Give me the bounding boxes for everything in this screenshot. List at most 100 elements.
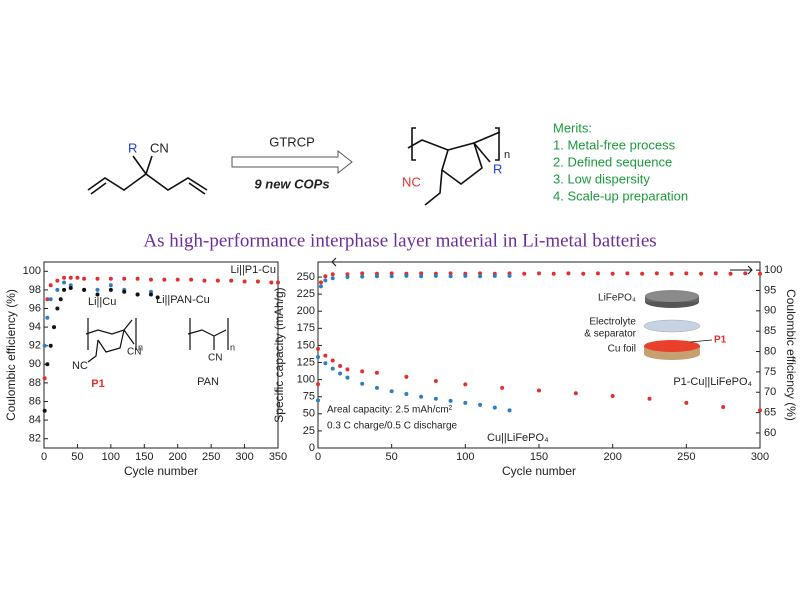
y-tick-label: 200 bbox=[297, 305, 315, 317]
data-point bbox=[323, 361, 328, 366]
data-point bbox=[42, 376, 47, 381]
data-point bbox=[448, 398, 453, 403]
data-point bbox=[316, 382, 320, 387]
y-tick-label: 175 bbox=[297, 322, 315, 334]
y-tick-label: 100 bbox=[23, 265, 41, 277]
data-point bbox=[360, 271, 365, 276]
data-point bbox=[135, 292, 140, 297]
x-tick-label: 300 bbox=[751, 451, 769, 463]
data-point bbox=[463, 382, 468, 387]
data-point bbox=[45, 315, 50, 320]
legend-label: Li||P1-Cu bbox=[231, 264, 276, 276]
data-point bbox=[492, 405, 497, 410]
y2-tick-label: 95 bbox=[764, 284, 776, 296]
y-tick-label: 90 bbox=[29, 358, 41, 370]
data-point bbox=[55, 287, 60, 292]
data-point bbox=[189, 277, 194, 282]
group-label: CN bbox=[208, 353, 222, 364]
data-point bbox=[610, 271, 615, 276]
data-point bbox=[95, 292, 100, 297]
data-point bbox=[684, 271, 689, 276]
data-point bbox=[318, 284, 323, 289]
data-point bbox=[625, 271, 630, 276]
y2-tick-label: 60 bbox=[764, 427, 776, 439]
data-point bbox=[316, 398, 320, 403]
data-point bbox=[323, 278, 328, 283]
data-point bbox=[640, 271, 645, 276]
data-point bbox=[62, 280, 67, 285]
y-tick-label: 50 bbox=[303, 408, 315, 420]
data-point bbox=[743, 271, 748, 276]
data-point bbox=[404, 273, 409, 278]
data-point bbox=[507, 408, 512, 413]
x-tick-label: 300 bbox=[235, 451, 253, 463]
y2-tick-label: 85 bbox=[764, 325, 776, 337]
data-point bbox=[404, 391, 409, 396]
x-tick-label: 0 bbox=[41, 451, 47, 463]
data-point bbox=[48, 297, 53, 302]
data-point bbox=[699, 271, 704, 276]
data-point bbox=[758, 408, 762, 413]
data-point bbox=[338, 371, 343, 376]
data-point bbox=[758, 271, 762, 276]
reaction-note: 9 new COPs bbox=[254, 176, 329, 191]
reactant: R CN bbox=[87, 140, 208, 195]
data-point bbox=[448, 274, 453, 279]
y-tick-label: 98 bbox=[29, 284, 41, 296]
data-point bbox=[58, 297, 63, 302]
data-point bbox=[463, 400, 468, 405]
data-point bbox=[323, 353, 328, 358]
merits: Merits: 1. Metal-free process 2. Defined… bbox=[553, 120, 688, 203]
data-point bbox=[62, 275, 67, 280]
reagent: GTRCP bbox=[269, 134, 315, 149]
data-point bbox=[433, 378, 438, 383]
group-label: NC bbox=[402, 174, 421, 189]
data-point bbox=[155, 295, 160, 300]
group-label: n bbox=[504, 149, 510, 161]
data-point bbox=[255, 279, 260, 284]
data-point bbox=[108, 276, 113, 281]
data-point bbox=[345, 272, 350, 277]
merit: 4. Scale-up preparation bbox=[553, 188, 688, 203]
data-point bbox=[500, 385, 505, 390]
data-point bbox=[478, 402, 483, 407]
x-tick-label: 250 bbox=[202, 451, 220, 463]
x-tick-label: 100 bbox=[456, 451, 474, 463]
data-point bbox=[419, 394, 424, 399]
y2-tick-label: 65 bbox=[764, 406, 776, 418]
y-tick-label: 84 bbox=[29, 414, 41, 426]
data-point bbox=[573, 391, 578, 396]
data-point bbox=[360, 381, 365, 386]
data-point bbox=[316, 346, 320, 351]
data-point bbox=[360, 274, 365, 279]
merit: 1. Metal-free process bbox=[553, 137, 676, 152]
data-point bbox=[595, 271, 600, 276]
x-tick-label: 150 bbox=[530, 451, 548, 463]
y-tick-label: 250 bbox=[297, 271, 315, 283]
x-tick-label: 0 bbox=[315, 451, 321, 463]
data-point bbox=[330, 272, 335, 277]
inset-label: P1 bbox=[714, 335, 727, 346]
data-point bbox=[175, 277, 180, 282]
data-point bbox=[433, 273, 438, 278]
data-point bbox=[68, 275, 73, 280]
y-tick-label: 75 bbox=[303, 391, 315, 403]
data-point bbox=[360, 369, 365, 374]
data-point bbox=[374, 370, 379, 375]
y2-tick-label: 75 bbox=[764, 366, 776, 378]
x-tick-label: 150 bbox=[135, 451, 153, 463]
merit: 2. Defined sequence bbox=[553, 154, 672, 169]
data-point bbox=[68, 286, 73, 291]
data-point bbox=[492, 273, 497, 278]
group-label: R bbox=[493, 161, 502, 176]
data-point bbox=[669, 271, 674, 276]
data-point bbox=[95, 276, 100, 281]
structure-pan: n CN PAN bbox=[187, 318, 235, 388]
data-point bbox=[433, 396, 438, 401]
x-tick-label: 200 bbox=[603, 451, 621, 463]
y-tick-label: 94 bbox=[29, 321, 41, 333]
inset-label: & separator bbox=[584, 329, 636, 340]
data-point bbox=[75, 275, 80, 280]
inset-label: LiFePO₄ bbox=[598, 293, 636, 304]
